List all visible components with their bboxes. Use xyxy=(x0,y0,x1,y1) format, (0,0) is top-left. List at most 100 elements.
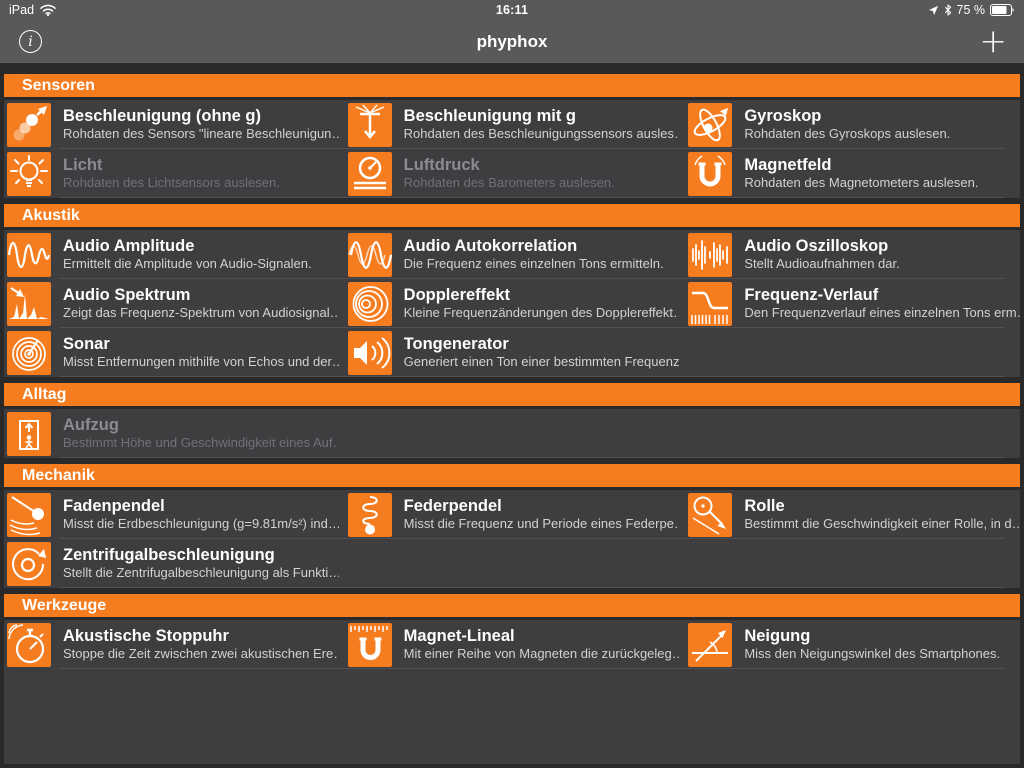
experiment-row: Fadenpendel Misst die Erdbeschleunigung … xyxy=(4,490,1020,539)
experiment-item-inclination[interactable]: Neigung Miss den Neigungswinkel des Smar… xyxy=(685,620,1020,669)
frequency-history-icon xyxy=(688,281,733,326)
experiment-item-frequency-history[interactable]: Frequenz-Verlauf Den Frequenzverlauf ein… xyxy=(685,279,1020,328)
tone-generator-icon xyxy=(347,330,392,375)
experiment-item-spring-pendulum[interactable]: Federpendel Misst die Frequenz und Perio… xyxy=(345,490,680,539)
experiment-row: Aufzug Bestimmt Höhe und Geschwindigkeit… xyxy=(4,409,1020,458)
add-experiment-button[interactable]: + xyxy=(979,21,1007,60)
experiment-item-audio-oscilloscope[interactable]: Audio Oszilloskop Stellt Audioaufnahmen … xyxy=(685,230,1020,279)
experiment-description: Zeigt das Frequenz-Spektrum von Audiosig… xyxy=(63,305,339,321)
section-title: Alltag xyxy=(22,385,67,403)
section-title: Sensoren xyxy=(22,76,95,94)
experiment-item-elevator[interactable]: Aufzug Bestimmt Höhe und Geschwindigkeit… xyxy=(4,409,339,458)
experiment-description: Miss den Neigungswinkel des Smartphones. xyxy=(744,646,1001,662)
experiment-description: Rohdaten des Beschleunigungssensors ausl… xyxy=(403,126,680,142)
audio-autocorrelation-icon xyxy=(347,232,392,277)
app-title: phyphox xyxy=(476,31,548,51)
gyroscope-icon xyxy=(688,102,733,147)
experiment-title: Akustische Stoppuhr xyxy=(63,626,229,645)
section-header: Werkzeuge xyxy=(4,594,1020,617)
experiment-title: Beschleunigung mit g xyxy=(403,106,576,125)
section-title: Werkzeuge xyxy=(22,596,107,614)
experiment-item-acceleration-without-g[interactable]: Beschleunigung (ohne g) Rohdaten des Sen… xyxy=(4,100,339,149)
experiment-item-doppler-effect[interactable]: Dopplereffekt Kleine Frequenzänderungen … xyxy=(345,279,679,328)
experiment-title: Federpendel xyxy=(403,496,502,515)
experiment-item-audio-amplitude[interactable]: Audio Amplitude Ermittelt die Amplitude … xyxy=(4,230,339,279)
experiment-row: Akustische Stoppuhr Stoppe die Zeit zwis… xyxy=(4,620,1020,669)
pendulum-icon xyxy=(7,492,51,537)
acceleration-with-g-icon xyxy=(347,102,392,147)
experiment-item-magnet-ruler[interactable]: Magnet-Lineal Mit einer Reihe von Magnet… xyxy=(345,620,680,669)
experiment-item-gyroscope[interactable]: Gyroskop Rohdaten des Gyroskops auslesen… xyxy=(685,100,1020,149)
section-body: Akustische Stoppuhr Stoppe die Zeit zwis… xyxy=(4,620,1020,764)
status-time: 16:11 xyxy=(495,3,529,17)
experiment-item-light[interactable]: Licht Rohdaten des Lichtsensors auslesen… xyxy=(4,149,339,198)
audio-amplitude-icon xyxy=(7,232,51,277)
experiment-row: Beschleunigung (ohne g) Rohdaten des Sen… xyxy=(4,100,1020,149)
experiment-row: Licht Rohdaten des Lichtsensors auslesen… xyxy=(4,149,1020,198)
nav-bar: i phyphox + xyxy=(0,20,1024,63)
section-header: Alltag xyxy=(4,383,1020,406)
battery-percent: 75 % xyxy=(956,3,986,17)
experiment-item-acceleration-with-g[interactable]: Beschleunigung mit g Rohdaten des Beschl… xyxy=(345,100,680,149)
battery-icon xyxy=(990,4,1015,16)
experiment-item-magnetic-field[interactable]: Magnetfeld Rohdaten des Magnetometers au… xyxy=(685,149,1020,198)
experiment-title: Fadenpendel xyxy=(63,496,165,515)
experiment-description: Rohdaten des Sensors "lineare Beschleuni… xyxy=(63,126,339,142)
experiment-title: Licht xyxy=(63,155,103,174)
experiment-description: Rohdaten des Gyroskops auslesen. xyxy=(744,126,951,142)
audio-spectrum-icon xyxy=(7,281,51,326)
experiment-title: Tongenerator xyxy=(403,334,509,353)
experiment-item-pressure[interactable]: Luftdruck Rohdaten des Barometers ausles… xyxy=(345,149,680,198)
section-body: Beschleunigung (ohne g) Rohdaten des Sen… xyxy=(4,100,1020,198)
experiment-row: Audio Amplitude Ermittelt die Amplitude … xyxy=(4,230,1020,279)
experiment-item-audio-autocorrelation[interactable]: Audio Autokorrelation Die Frequenz eines… xyxy=(345,230,680,279)
bluetooth-icon xyxy=(944,4,952,16)
experiment-item-tone-generator[interactable]: Tongenerator Generiert einen Ton einer b… xyxy=(345,328,679,377)
section-title: Mechanik xyxy=(22,466,95,484)
audio-oscilloscope-icon xyxy=(688,232,733,277)
light-icon xyxy=(7,151,51,196)
experiment-description: Stoppe die Zeit zwischen zwei akustische… xyxy=(63,646,339,662)
spring-pendulum-icon xyxy=(347,492,392,537)
centrifugal-acceleration-icon xyxy=(7,541,51,586)
experiment-list: Sensoren Beschleunigung (ohne g) Rohdate… xyxy=(0,63,1024,768)
experiment-row: Zentrifugalbeschleunigung Stellt die Zen… xyxy=(4,539,1020,588)
experiment-description: Bestimmt Höhe und Geschwindigkeit eines … xyxy=(63,435,339,451)
experiment-description: Den Frequenzverlauf eines einzelnen Tons… xyxy=(744,305,1020,321)
experiment-description: Die Frequenz eines einzelnen Tons ermitt… xyxy=(403,256,664,272)
experiment-item-audio-spectrum[interactable]: Audio Spektrum Zeigt das Frequenz-Spektr… xyxy=(4,279,339,328)
experiment-description: Stellt die Zentrifugalbeschleunigung als… xyxy=(63,565,339,581)
experiment-description: Ermittelt die Amplitude von Audio-Signal… xyxy=(63,256,312,272)
experiment-item-acoustic-stopwatch[interactable]: Akustische Stoppuhr Stoppe die Zeit zwis… xyxy=(4,620,339,669)
section-sensoren: Sensoren Beschleunigung (ohne g) Rohdate… xyxy=(4,74,1020,198)
experiment-title: Audio Spektrum xyxy=(63,285,191,304)
section-header: Sensoren xyxy=(4,74,1020,97)
experiment-description: Misst die Frequenz und Periode eines Fed… xyxy=(403,516,680,532)
experiment-description: Rohdaten des Barometers auslesen. xyxy=(403,175,615,191)
experiment-title: Aufzug xyxy=(63,415,119,434)
experiment-title: Luftdruck xyxy=(403,155,480,174)
experiment-item-sonar[interactable]: Sonar Misst Entfernungen mithilfe von Ec… xyxy=(4,328,339,377)
experiment-title: Gyroskop xyxy=(744,106,822,125)
experiment-item-centrifugal-acceleration[interactable]: Zentrifugalbeschleunigung Stellt die Zen… xyxy=(4,539,339,588)
experiment-row: Audio Spektrum Zeigt das Frequenz-Spektr… xyxy=(4,279,1020,328)
magnet-ruler-icon xyxy=(347,622,392,667)
experiment-title: Frequenz-Verlauf xyxy=(744,285,879,304)
section-akustik: Akustik Audio Amplitude Ermittelt die Am… xyxy=(4,204,1020,377)
experiment-title: Audio Autokorrelation xyxy=(403,236,578,255)
experiment-description: Misst Entfernungen mithilfe von Echos un… xyxy=(63,354,339,370)
experiment-item-roll[interactable]: Rolle Bestimmt die Geschwindigkeit einer… xyxy=(685,490,1020,539)
experiment-description: Rohdaten des Magnetometers auslesen. xyxy=(744,175,979,191)
experiment-description: Rohdaten des Lichtsensors auslesen. xyxy=(63,175,280,191)
info-button[interactable]: i xyxy=(19,30,42,53)
experiment-description: Mit einer Reihe von Magneten die zurückg… xyxy=(403,646,680,662)
experiment-title: Neigung xyxy=(744,626,811,645)
section-werkzeuge: Werkzeuge Akustische Stoppuhr Stoppe die… xyxy=(4,594,1020,764)
magnetic-field-icon xyxy=(688,151,733,196)
experiment-description: Misst die Erdbeschleunigung (g=9.81m/s²)… xyxy=(63,516,339,532)
acoustic-stopwatch-icon xyxy=(7,622,51,667)
experiment-item-pendulum[interactable]: Fadenpendel Misst die Erdbeschleunigung … xyxy=(4,490,339,539)
section-mechanik: Mechanik Fadenpendel Misst die Erdbeschl… xyxy=(4,464,1020,588)
roll-icon xyxy=(688,492,733,537)
